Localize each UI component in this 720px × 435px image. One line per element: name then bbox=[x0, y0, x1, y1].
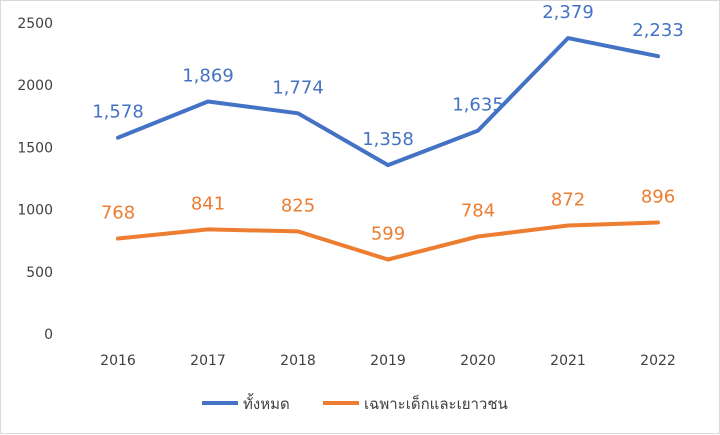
data-label: 599 bbox=[371, 223, 405, 244]
x-tick-label: 2016 bbox=[100, 353, 136, 369]
data-label: 1,578 bbox=[92, 102, 144, 123]
x-tick-label: 2017 bbox=[190, 353, 226, 369]
data-label: 825 bbox=[281, 195, 315, 216]
legend: ทั้งหมด เฉพาะเด็กและเยาวชน bbox=[202, 393, 508, 413]
data-label: 1,869 bbox=[182, 65, 234, 86]
y-tick-label: 2500 bbox=[17, 16, 53, 32]
series-lines bbox=[116, 36, 660, 262]
data-label: 1,358 bbox=[362, 129, 414, 150]
data-label: 784 bbox=[461, 200, 495, 221]
legend-label-youth: เฉพาะเด็กและเยาวชน bbox=[364, 394, 508, 413]
data-label: 841 bbox=[191, 193, 225, 214]
data-label: 2,233 bbox=[632, 20, 684, 41]
y-tick-label: 0 bbox=[44, 327, 53, 343]
data-label: 896 bbox=[641, 187, 675, 208]
x-tick-label: 2018 bbox=[280, 353, 316, 369]
data-label: 2,379 bbox=[542, 2, 594, 23]
legend-label-total: ทั้งหมด bbox=[243, 393, 290, 413]
y-tick-label: 1500 bbox=[17, 140, 53, 156]
data-label: 1,774 bbox=[272, 77, 324, 98]
x-tick-label: 2019 bbox=[370, 353, 406, 369]
data-label: 1,635 bbox=[452, 95, 504, 116]
x-tick-label: 2021 bbox=[550, 353, 586, 369]
x-tick-label: 2020 bbox=[460, 353, 496, 369]
data-labels: 1,578 1,869 1,774 1,358 1,635 2,379 2,233 768 84… bbox=[92, 2, 684, 244]
data-label: 872 bbox=[551, 190, 585, 211]
y-axis: 0 500 1000 1500 2000 2500 bbox=[17, 16, 53, 343]
y-tick-label: 500 bbox=[26, 265, 53, 281]
y-tick-label: 1000 bbox=[17, 203, 53, 219]
data-label: 768 bbox=[101, 202, 135, 223]
x-tick-label: 2022 bbox=[640, 353, 676, 369]
x-axis: 2016 2017 2018 2019 2020 2021 2022 bbox=[100, 353, 676, 369]
y-tick-label: 2000 bbox=[17, 78, 53, 94]
series-line-youth bbox=[116, 220, 660, 262]
series-line-total bbox=[116, 36, 660, 168]
